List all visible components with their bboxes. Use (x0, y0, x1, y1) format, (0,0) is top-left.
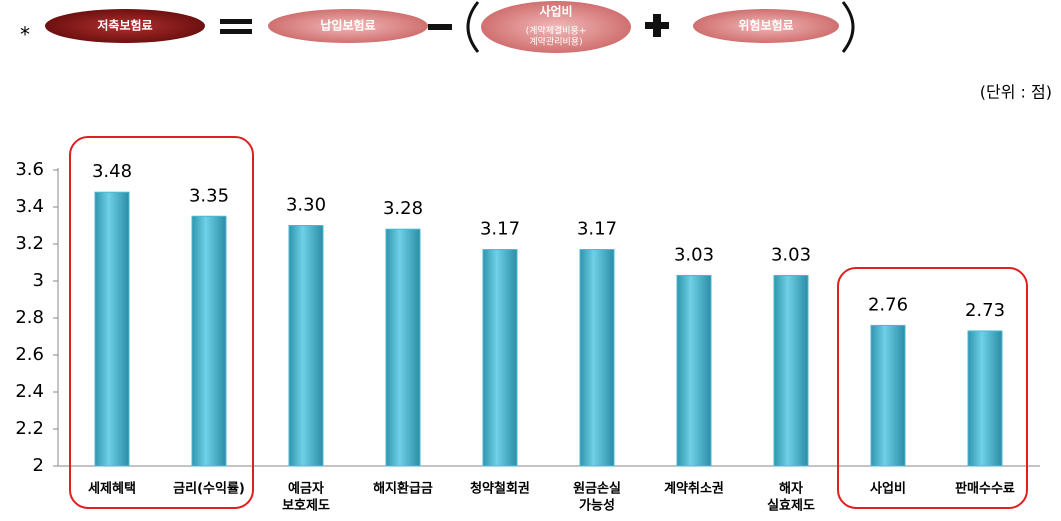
formula: * 저축보험료 납입보험료 사업비 (계약체결비용+ 계약관리비용) 위험보험료 (20, 1, 855, 53)
highlight-box (837, 267, 1028, 509)
value-label: 3.17 (480, 219, 520, 240)
x-tick-label: 예금자 (288, 481, 324, 497)
bar (967, 330, 1003, 467)
value-label: 3.30 (286, 195, 326, 216)
pill-label: 저축보험료 (97, 18, 152, 33)
x-tick-label: 가능성 (579, 499, 615, 514)
x-tick-label: 판매수수료 (955, 481, 1015, 497)
value-label: 3.03 (674, 244, 714, 265)
x-tick-label: 청약철회권 (470, 481, 530, 497)
pill-label: 납입보험료 (320, 18, 375, 33)
x-tick-label: 해지환급금 (373, 481, 433, 497)
y-tick-label: 2.8 (15, 307, 44, 328)
pill (481, 1, 631, 53)
value-label: 3.17 (577, 219, 617, 240)
bar (870, 324, 906, 467)
x-tick-label: 실효제도 (767, 498, 815, 514)
plot: 2 2.2 2.4 2.6 2.8 3 3.2 3.4 3.6 세제혜택 3.48 금리(수익률) 3.… (15, 159, 1015, 514)
y-tick-label: 2.2 (15, 418, 44, 439)
bar (676, 274, 712, 467)
value-label: 3.48 (92, 161, 132, 182)
y-tick-label: 3.6 (15, 159, 44, 180)
paren (466, 1, 480, 53)
equals (220, 19, 252, 24)
pill (45, 9, 205, 43)
y-tick-label: 3.4 (15, 196, 44, 217)
y-tick-label: 3.2 (15, 233, 44, 254)
x-tick-label: 세제혜택 (88, 481, 136, 497)
y-tick-label: 2.4 (15, 381, 44, 402)
value-label: 3.03 (771, 244, 811, 265)
pill (693, 9, 839, 43)
bar (579, 249, 615, 467)
pill-detail: (계약체결비용+ (526, 25, 587, 37)
plus (653, 14, 661, 37)
equals (220, 29, 252, 34)
x-tick-label: 보호제도 (282, 499, 330, 514)
x-tick-label: 해자 (779, 481, 803, 497)
x-tick-label: 계약취소권 (664, 481, 724, 497)
bar (94, 191, 130, 467)
bar (385, 228, 421, 467)
value-label: 2.76 (868, 294, 908, 315)
pill (268, 9, 428, 43)
unit: (단위 : 점) (980, 83, 1052, 102)
y-tick-label: 2 (33, 455, 44, 476)
y-tick-label: 2.6 (15, 344, 44, 365)
x-tick-label: 금리(수익률) (173, 481, 245, 497)
marker: * (20, 23, 30, 47)
minus (428, 24, 452, 30)
bar (191, 215, 227, 467)
paren (841, 1, 855, 53)
bar (482, 249, 518, 467)
x-tick-label: 원금손실 (573, 481, 621, 497)
pill-label: 사업비 (539, 4, 572, 19)
bar (288, 225, 324, 467)
bar (773, 274, 809, 467)
value-label: 3.35 (189, 185, 229, 206)
value-label: 2.73 (965, 300, 1005, 321)
y-tick-label: 3 (33, 270, 44, 291)
x-tick-label: 사업비 (870, 481, 906, 497)
pill-label: 위험보험료 (738, 18, 793, 33)
value-label: 3.28 (383, 198, 423, 219)
pill-detail: 계약관리비용) (529, 36, 582, 48)
highlight-box (69, 136, 254, 509)
